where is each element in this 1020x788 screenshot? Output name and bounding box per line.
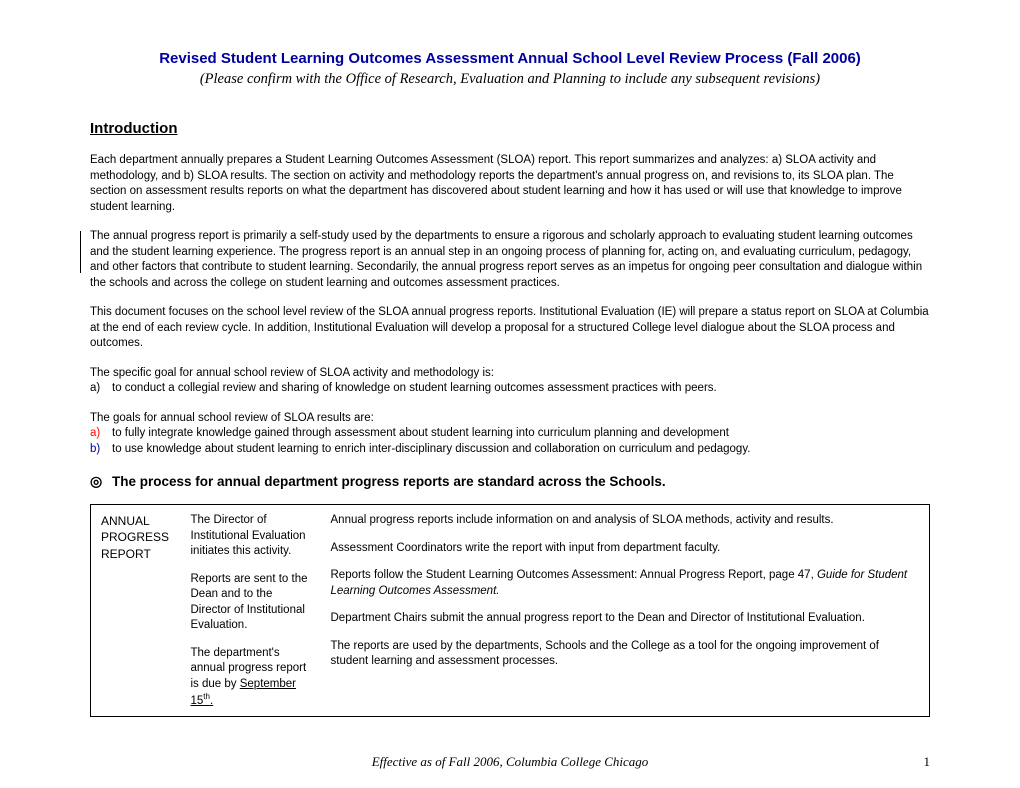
goal-results-item-a: a) to fully integrate knowledge gained t… xyxy=(90,426,930,442)
cell-who-p3: The department's annual progress report … xyxy=(191,646,311,710)
table-cell-who: The Director of Institutional Evaluation… xyxy=(181,505,321,717)
document-subtitle: (Please confirm with the Office of Resea… xyxy=(90,71,930,88)
cell-desc-p1: Annual progress reports include informat… xyxy=(331,513,920,529)
due-date-end: . xyxy=(210,695,213,707)
process-heading-text: The process for annual department progre… xyxy=(112,474,666,489)
cell-desc-p3-prefix: Reports follow the Student Learning Outc… xyxy=(331,569,817,581)
cell-desc-p5: The reports are used by the departments,… xyxy=(331,639,920,670)
goal-methodology-a-text: to conduct a collegial review and sharin… xyxy=(112,381,717,397)
list-marker-a-red: a) xyxy=(90,426,112,442)
due-date-sup: th xyxy=(203,692,210,701)
goal-results-block: The goals for annual school review of SL… xyxy=(90,411,930,458)
table-cell-description: Annual progress reports include informat… xyxy=(321,505,930,717)
intro-paragraph-2: The annual progress report is primarily … xyxy=(90,229,930,291)
revision-bar xyxy=(80,231,81,273)
goal-results-intro: The goals for annual school review of SL… xyxy=(90,411,930,427)
process-table: ANNUAL PROGRESS REPORT The Director of I… xyxy=(90,504,930,717)
footer-text: Effective as of Fall 2006, Columbia Coll… xyxy=(90,754,930,770)
table-label-text: ANNUAL PROGRESS REPORT xyxy=(101,513,171,562)
compass-icon: ◎ xyxy=(90,473,102,489)
goal-results-b-text: to use knowledge about student learning … xyxy=(112,442,750,458)
section-heading-introduction: Introduction xyxy=(90,120,930,137)
process-heading: ◎ The process for annual department prog… xyxy=(90,473,930,490)
intro-paragraph-3: This document focuses on the school leve… xyxy=(90,305,930,352)
intro-paragraph-2-text: The annual progress report is primarily … xyxy=(90,230,922,289)
cell-who-p2: Reports are sent to the Dean and to the … xyxy=(191,572,311,634)
list-marker-a: a) xyxy=(90,381,112,397)
goal-results-a-text: to fully integrate knowledge gained thro… xyxy=(112,426,729,442)
cell-desc-p3: Reports follow the Student Learning Outc… xyxy=(331,568,920,599)
table-cell-label: ANNUAL PROGRESS REPORT xyxy=(91,505,181,717)
cell-desc-p4: Department Chairs submit the annual prog… xyxy=(331,611,920,627)
table-row: ANNUAL PROGRESS REPORT The Director of I… xyxy=(91,505,930,717)
cell-desc-p2: Assessment Coordinators write the report… xyxy=(331,541,920,557)
goal-methodology-item-a: a) to conduct a collegial review and sha… xyxy=(90,381,930,397)
goal-results-item-b: b) to use knowledge about student learni… xyxy=(90,442,930,458)
intro-paragraph-1: Each department annually prepares a Stud… xyxy=(90,153,930,215)
page-number: 1 xyxy=(924,754,931,770)
goal-methodology-block: The specific goal for annual school revi… xyxy=(90,366,930,397)
goal-methodology-intro: The specific goal for annual school revi… xyxy=(90,366,930,382)
document-title: Revised Student Learning Outcomes Assess… xyxy=(90,50,930,67)
list-marker-b-blue: b) xyxy=(90,442,112,458)
cell-who-p1: The Director of Institutional Evaluation… xyxy=(191,513,311,560)
